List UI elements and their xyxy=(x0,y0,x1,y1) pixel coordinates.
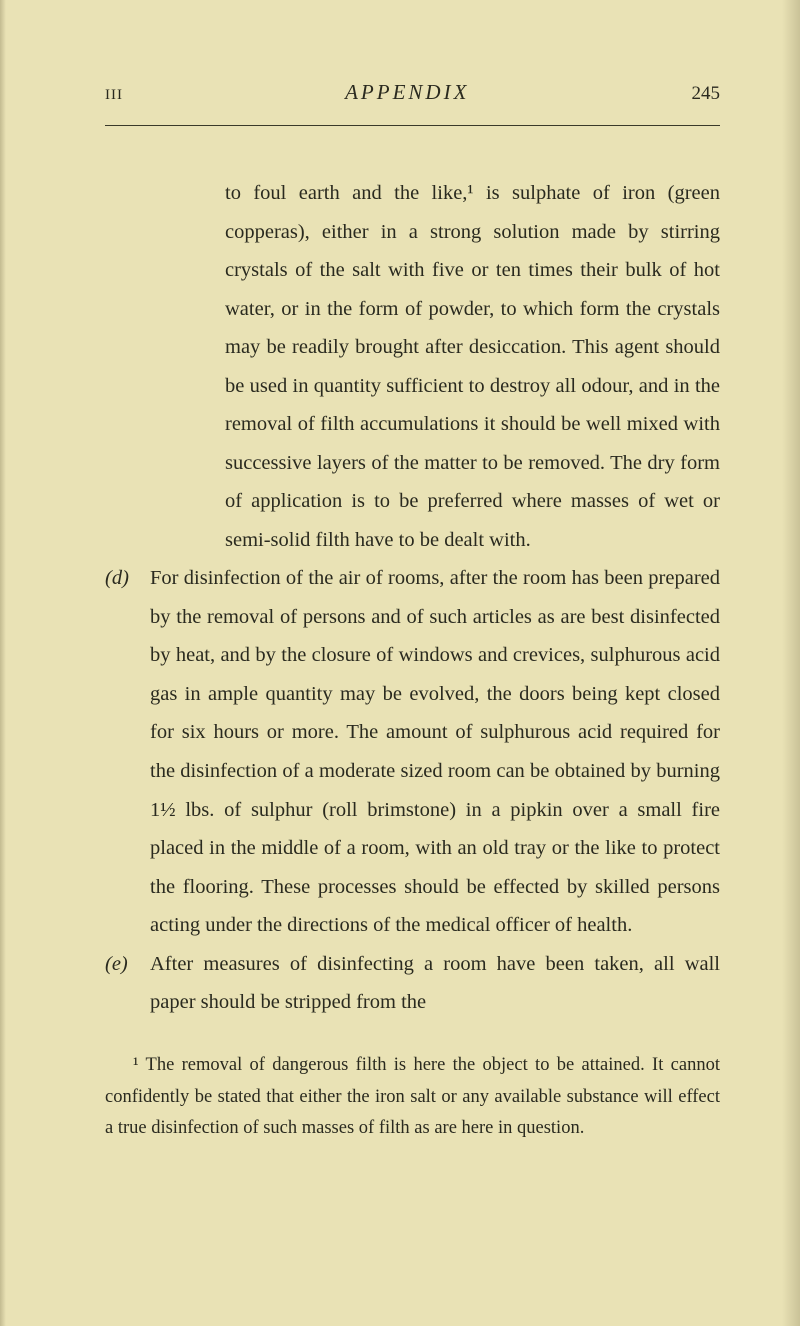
list-label-d: (d) xyxy=(105,559,150,944)
page-edge-shadow-right xyxy=(782,0,800,1326)
page-header: III APPENDIX 245 xyxy=(105,80,720,126)
footnote: ¹ The removal of dangerous filth is here… xyxy=(105,1050,720,1145)
list-item-e: (e) After measures of disinfecting a roo… xyxy=(105,945,720,1022)
paragraph-continuation: to foul earth and the like,¹ is sulphate… xyxy=(105,174,720,559)
list-content-e: After measures of disinfecting a room ha… xyxy=(150,945,720,1022)
page-number: 245 xyxy=(692,83,721,105)
book-page: III APPENDIX 245 to foul earth and the l… xyxy=(0,0,800,1326)
list-item-d: (d) For disinfection of the air of rooms… xyxy=(105,559,720,944)
header-section-number: III xyxy=(105,87,123,104)
list-content-d: For disinfection of the air of rooms, af… xyxy=(150,559,720,944)
page-edge-shadow-left xyxy=(0,0,6,1326)
header-title: APPENDIX xyxy=(345,80,469,105)
list-label-e: (e) xyxy=(105,945,150,1022)
